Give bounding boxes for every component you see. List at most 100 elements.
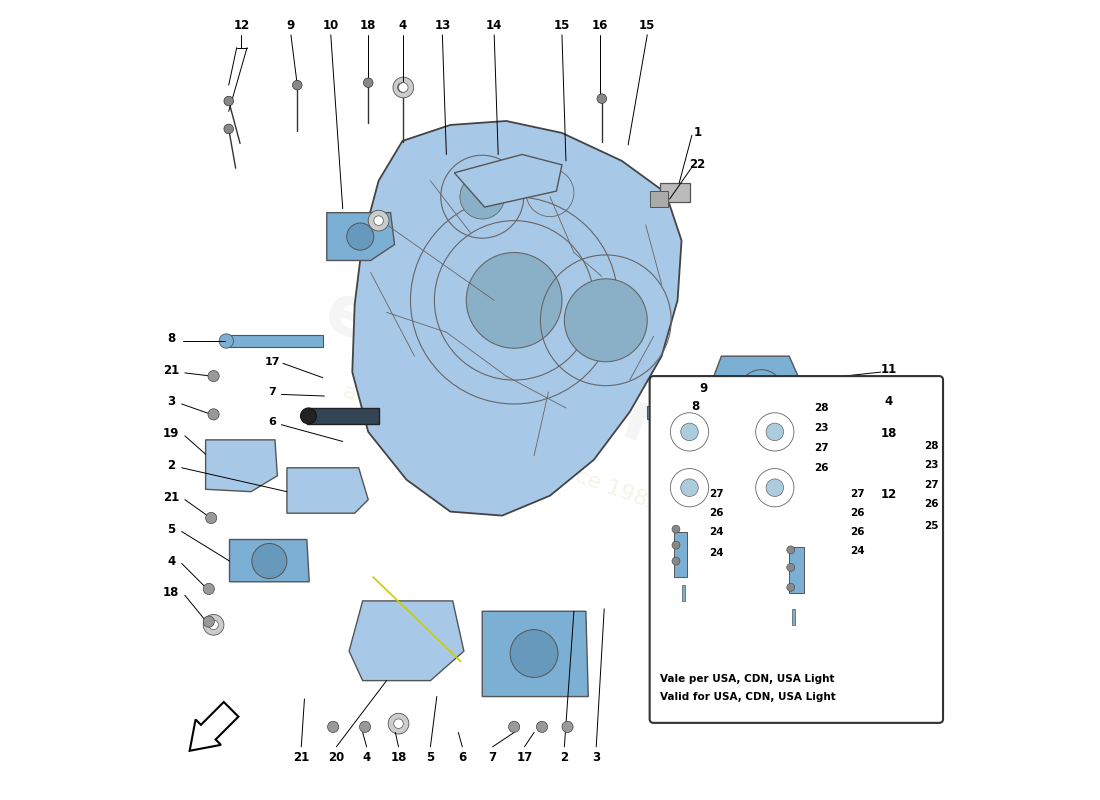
Circle shape: [763, 378, 791, 406]
Circle shape: [204, 583, 214, 594]
Circle shape: [209, 620, 219, 630]
Text: 9: 9: [700, 382, 708, 394]
Text: 19: 19: [163, 427, 179, 440]
Circle shape: [681, 423, 698, 441]
Text: 23: 23: [814, 423, 828, 433]
Text: eurospares: eurospares: [316, 278, 752, 490]
Text: 27: 27: [710, 489, 724, 499]
Text: 2: 2: [560, 750, 569, 764]
Circle shape: [672, 541, 680, 549]
Text: 23: 23: [924, 460, 939, 470]
Circle shape: [672, 557, 680, 565]
Polygon shape: [482, 611, 588, 697]
Circle shape: [786, 563, 794, 571]
Circle shape: [374, 216, 384, 226]
Text: 13: 13: [434, 19, 451, 32]
Text: 28: 28: [924, 442, 939, 451]
Circle shape: [219, 334, 233, 348]
Text: 5: 5: [427, 750, 434, 764]
Circle shape: [300, 408, 317, 424]
Text: 3: 3: [592, 750, 601, 764]
Circle shape: [394, 719, 404, 729]
Text: 18: 18: [881, 427, 896, 440]
Polygon shape: [708, 356, 805, 428]
Text: 28: 28: [814, 403, 828, 413]
Text: 21: 21: [163, 490, 179, 504]
Circle shape: [224, 96, 233, 106]
Text: 22: 22: [690, 158, 705, 171]
Text: 8: 8: [167, 332, 175, 345]
Circle shape: [398, 82, 407, 92]
Circle shape: [766, 479, 783, 497]
Polygon shape: [287, 468, 368, 514]
Text: 16: 16: [592, 19, 608, 32]
Circle shape: [786, 583, 794, 591]
Circle shape: [466, 253, 562, 348]
Text: 2: 2: [167, 459, 175, 472]
Circle shape: [718, 406, 733, 420]
Text: 20: 20: [328, 750, 344, 764]
Circle shape: [393, 77, 414, 98]
Text: 18: 18: [163, 586, 179, 599]
Text: 15: 15: [639, 19, 656, 32]
Text: 14: 14: [486, 19, 503, 32]
Text: Vale per USA, CDN, USA Light: Vale per USA, CDN, USA Light: [660, 674, 835, 684]
Text: 26: 26: [850, 526, 865, 537]
Circle shape: [748, 415, 769, 436]
Polygon shape: [660, 183, 690, 202]
Circle shape: [208, 409, 219, 420]
Circle shape: [732, 378, 759, 406]
Circle shape: [460, 174, 505, 219]
Circle shape: [537, 722, 548, 733]
Text: 1: 1: [693, 126, 702, 139]
Circle shape: [360, 722, 371, 733]
Polygon shape: [307, 408, 378, 424]
Text: 18: 18: [390, 750, 407, 764]
FancyArrow shape: [189, 702, 239, 750]
Text: 21: 21: [293, 750, 309, 764]
Circle shape: [388, 714, 409, 734]
Text: 7: 7: [488, 750, 497, 764]
Text: 17: 17: [516, 750, 532, 764]
Circle shape: [510, 630, 558, 678]
Circle shape: [346, 223, 374, 250]
Text: 12: 12: [881, 487, 896, 501]
Text: 4: 4: [398, 19, 407, 32]
Circle shape: [786, 546, 794, 554]
Text: 3: 3: [167, 395, 175, 408]
Polygon shape: [454, 154, 562, 207]
Polygon shape: [224, 334, 322, 347]
Text: 12: 12: [233, 19, 250, 32]
Polygon shape: [647, 406, 724, 419]
Text: 26: 26: [850, 508, 865, 518]
Text: Valid for USA, CDN, USA Light: Valid for USA, CDN, USA Light: [660, 691, 836, 702]
Text: 17: 17: [265, 357, 280, 366]
Circle shape: [564, 279, 647, 362]
Polygon shape: [352, 121, 682, 515]
Circle shape: [755, 421, 763, 430]
Polygon shape: [349, 601, 464, 681]
Circle shape: [208, 370, 219, 382]
Text: 24: 24: [710, 548, 724, 558]
Circle shape: [681, 479, 698, 497]
Circle shape: [849, 424, 860, 435]
Text: 4: 4: [167, 554, 175, 567]
Polygon shape: [230, 539, 309, 582]
Polygon shape: [206, 440, 277, 492]
Polygon shape: [673, 531, 688, 577]
Text: 7: 7: [268, 387, 276, 397]
Text: 26: 26: [814, 462, 828, 473]
Circle shape: [204, 614, 224, 635]
Text: 27: 27: [814, 443, 828, 453]
Text: 4: 4: [363, 750, 371, 764]
Circle shape: [847, 526, 858, 537]
Text: 26: 26: [710, 508, 724, 518]
Circle shape: [850, 558, 861, 569]
Text: 9: 9: [287, 19, 295, 32]
FancyBboxPatch shape: [650, 376, 943, 723]
Text: 26: 26: [924, 498, 939, 509]
Circle shape: [672, 525, 680, 533]
Circle shape: [597, 94, 606, 103]
Polygon shape: [792, 609, 794, 625]
Text: 25: 25: [924, 521, 939, 531]
